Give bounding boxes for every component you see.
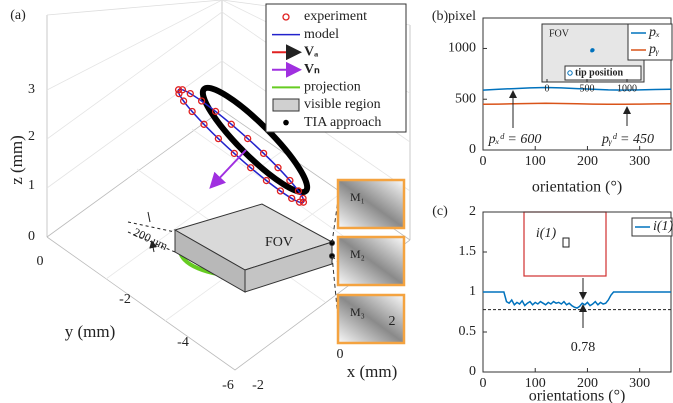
data-point <box>590 49 593 52</box>
legend-label: Vₙ <box>304 62 320 77</box>
legend-label: tip position <box>575 67 624 78</box>
panel-label: (c) <box>432 204 448 219</box>
x-axis-label: orientation (°) <box>532 179 622 196</box>
x-tick-label: 1000 <box>617 83 637 94</box>
z-tick-label: 3 <box>28 82 35 97</box>
data-line <box>483 88 671 91</box>
z-tick-label: 1 <box>28 178 35 193</box>
x-tick-label: 500 <box>580 83 595 94</box>
annotation: 200 um <box>131 225 170 253</box>
y-tick-label: 1 <box>469 284 476 299</box>
x-tick-label: 300 <box>629 154 650 169</box>
x-tick-label: 2 <box>389 314 396 329</box>
y-tick-label: 0.5 <box>459 324 477 339</box>
z-tick-label: 2 <box>28 129 35 144</box>
y-axis-label: pixel <box>448 9 476 24</box>
y-tick-label: 500 <box>455 91 476 106</box>
x-tick-label: 100 <box>525 154 546 169</box>
panel-label: (a) <box>10 8 26 23</box>
annotation: M₁ <box>350 190 365 204</box>
legend-symbol <box>273 99 299 111</box>
inset-label: i(1) <box>536 226 557 241</box>
y-tick-label: 2 <box>469 204 476 219</box>
legend-label: visible region <box>304 97 381 112</box>
visible-region <box>175 200 338 318</box>
y-tick-label: 1000 <box>448 41 476 56</box>
annotation: M₃ <box>350 305 365 319</box>
annotation: pᵧᵈ = 450 <box>601 132 654 147</box>
y-tick-label: -2 <box>119 292 131 307</box>
y-tick-label: 0 <box>469 142 476 157</box>
x-tick-label: 0 <box>337 347 344 362</box>
annotation: M₂ <box>350 247 365 261</box>
z-axis-label: z (mm) <box>7 135 26 185</box>
legend-label: TIA approach <box>304 115 381 130</box>
figure: (a)0123-6-4-20-202z (mm)y (mm)x (mm)expe… <box>0 0 673 403</box>
x-tick-label: 0 <box>545 83 550 94</box>
data-line <box>483 103 671 104</box>
legend-label: pₓ <box>648 25 660 40</box>
panel-label: (b) <box>432 9 449 24</box>
reference-label: 0.78 <box>571 340 596 355</box>
data-line <box>483 292 671 308</box>
annotation: FOV <box>265 235 293 250</box>
x-tick-label: 300 <box>629 376 650 391</box>
y-tick-label: 0 <box>469 364 476 379</box>
annotation: pₓᵈ = 600 <box>488 132 542 147</box>
legend-label: pᵧ <box>648 42 660 57</box>
y-axis-label: y (mm) <box>65 322 116 341</box>
legend-label: Vₐ <box>304 44 318 59</box>
legend-symbol <box>283 120 289 126</box>
legend-label: model <box>304 27 339 42</box>
y-tick-label: 1.5 <box>459 244 477 259</box>
x-axis-label: orientations (°) <box>529 388 626 403</box>
x-tick-label: -2 <box>252 378 264 393</box>
y-tick-label: -4 <box>177 335 189 350</box>
x-tick-label: 0 <box>480 376 487 391</box>
y-tick-label: -6 <box>222 378 234 393</box>
inset-title: FOV <box>549 28 570 39</box>
x-tick-label: 0 <box>480 154 487 169</box>
legend-label: i(1) <box>653 219 673 234</box>
legend-label: projection <box>304 80 361 95</box>
z-tick-label: 0 <box>28 229 35 244</box>
legend-label: experiment <box>304 9 367 24</box>
x-tick-label: 200 <box>577 154 598 169</box>
x-axis-label: x (mm) <box>347 362 398 381</box>
y-tick-label: 0 <box>37 254 44 269</box>
